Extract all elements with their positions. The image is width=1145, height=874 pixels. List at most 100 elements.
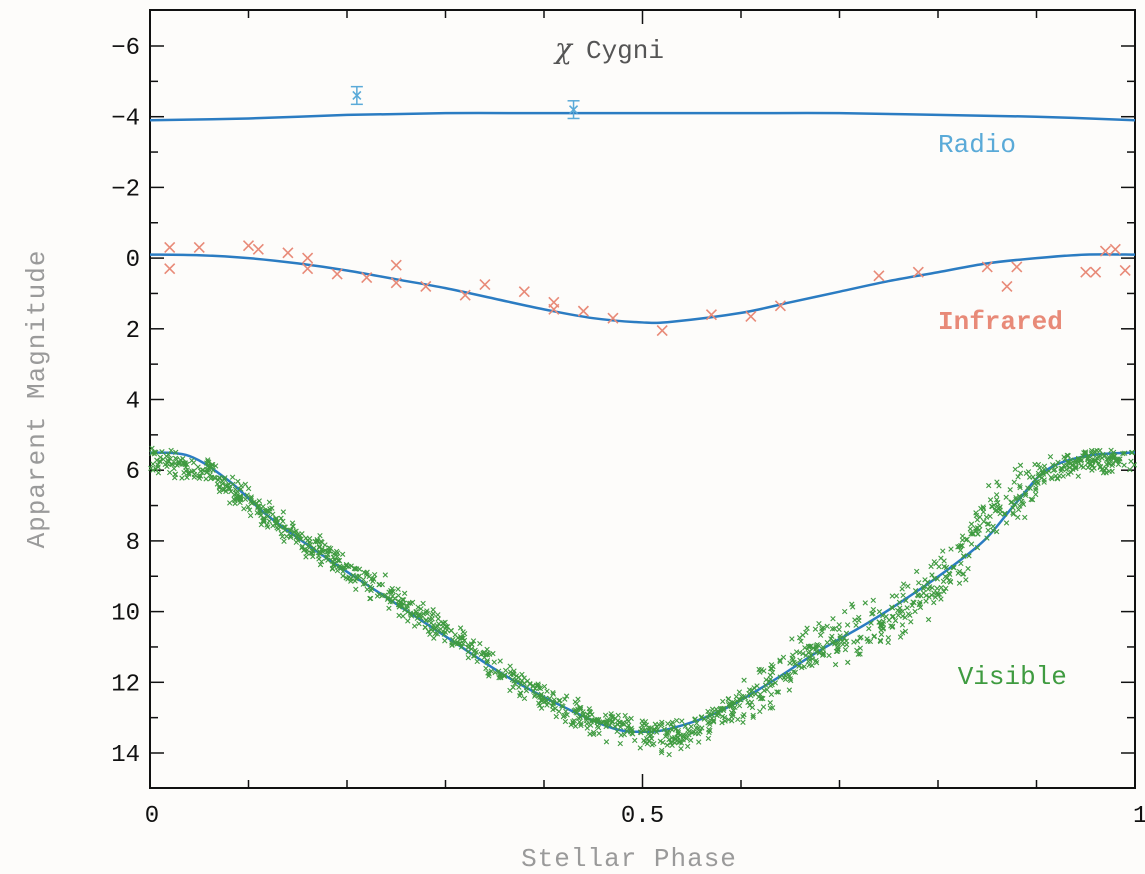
radio-points [350,85,580,120]
visible-point [390,588,396,595]
visible-point [348,578,354,584]
visible-point [425,628,432,635]
visible-point [826,652,832,659]
visible-point [1103,465,1109,471]
visible-point [465,655,472,661]
visible-point [353,586,359,593]
visible-point [215,477,222,483]
visible-point [1007,487,1013,493]
visible-point [220,487,226,493]
y-tick-label: −2 [111,176,140,203]
visible-point [281,538,287,545]
visible-point [432,630,439,637]
visible-point [938,596,944,602]
visible-point [304,547,310,553]
visible-point [678,745,684,752]
visible-point [749,704,756,711]
visible-point [196,473,202,479]
visible-point [812,626,819,632]
visible-point [717,705,724,712]
visible-point [717,707,724,713]
visible-point [1061,462,1067,469]
visible-point [936,591,943,597]
visible-point [816,620,822,627]
visible-point [212,475,218,482]
visible-point [673,726,679,732]
visible-point [457,625,464,631]
visible-point [674,717,680,724]
visible-point [176,459,182,465]
visible-point [940,548,946,554]
visible-point [786,687,793,693]
visible-point [536,685,542,691]
visible-point [830,615,836,622]
visible-point [666,751,672,758]
visible-point [318,558,325,565]
visible-point [283,533,290,540]
visible-point [560,713,567,720]
visible-point [770,663,776,670]
visible-point [594,718,600,724]
visible-point [725,695,732,702]
visible-point [501,672,507,679]
visible-point [484,646,490,653]
visible-point [751,685,757,691]
visible-point [544,688,550,694]
visible-point [897,605,903,611]
visible-point [414,615,421,622]
visible-point [495,668,502,674]
visible-point [339,551,346,557]
visible-point [798,638,804,644]
visible-point [1085,455,1091,461]
visible-point [984,535,990,541]
visible-point [889,624,895,630]
visible-point [899,608,906,614]
visible-point [572,699,578,705]
visible-point [333,548,340,555]
visible-point [790,657,796,663]
visible-point [1034,479,1041,485]
chart-title-text: Cygni [586,36,664,66]
visible-point [730,712,736,719]
visible-point [530,688,537,694]
visible-point [609,718,615,724]
visible-point [889,593,895,599]
visible-point [1036,473,1042,479]
visible-point [1010,509,1016,516]
visible-point [1022,514,1028,521]
visible-point [916,580,922,586]
visible-point [725,716,732,723]
visible-point [1009,499,1015,505]
visible-point [759,695,765,701]
visible-point [149,445,155,451]
visible-point [926,594,932,600]
visible-point [557,697,563,704]
visible-point [458,644,465,650]
visible-point [1022,490,1029,497]
visible-point [1028,496,1034,503]
visible-point [405,600,412,606]
visible-point [471,653,478,659]
visible-point [1122,450,1128,456]
visible-point [223,482,229,489]
visible-point [450,636,456,643]
visible-point [924,579,931,585]
visible-point [866,625,872,632]
visible-point [385,594,391,600]
visible-point [777,674,783,680]
visible-point [424,610,430,617]
visible-point [1047,453,1054,460]
visible-point [877,637,883,644]
visible-point [578,704,584,711]
visible-point [400,613,406,619]
visible-point [955,570,961,576]
visible-point [902,614,908,621]
visible-point [1027,485,1033,491]
visible-point [431,625,438,632]
visible-point [535,683,541,689]
visible-point [191,474,197,480]
visible-point [182,460,189,466]
visible-point [993,492,1000,498]
visible-point [411,623,418,629]
